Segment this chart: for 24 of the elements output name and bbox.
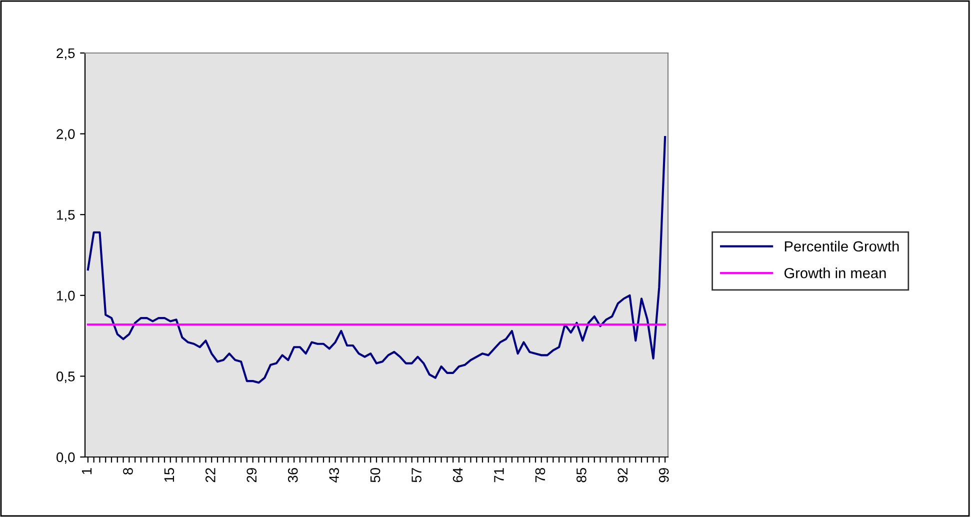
y-tick-label: 1,5 [57, 210, 75, 222]
x-tick-label: 57 [412, 468, 422, 482]
x-tick-label: 15 [164, 468, 174, 482]
x-tick-label: 71 [494, 468, 504, 482]
x-tick-label: 85 [576, 468, 586, 482]
x-tick-label: 36 [288, 468, 298, 482]
x-tick-label: 8 [123, 468, 133, 475]
x-tick-label: 43 [329, 468, 340, 483]
y-tick-label: 0,5 [56, 372, 75, 384]
y-tick-label: 2,0 [56, 129, 75, 141]
x-tick-label: 92 [618, 468, 628, 482]
x-tick-label: 78 [535, 468, 546, 482]
legend-label: Percentile Growth [784, 240, 899, 252]
x-tick-label: 29 [246, 468, 257, 482]
y-tick-label: 1,0 [57, 290, 75, 302]
x-tick-label: 50 [370, 468, 380, 482]
y-tick-label: 0,0 [56, 452, 75, 464]
x-tick-label: 22 [206, 468, 216, 482]
y-tick-label: 2,5 [56, 48, 75, 60]
x-tick-label: 64 [452, 468, 463, 482]
x-tick-label: 99 [658, 468, 669, 482]
x-tick-label: 1 [82, 468, 92, 474]
legend-label: Growth in mean [784, 268, 886, 278]
line-series [86, 136, 666, 384]
